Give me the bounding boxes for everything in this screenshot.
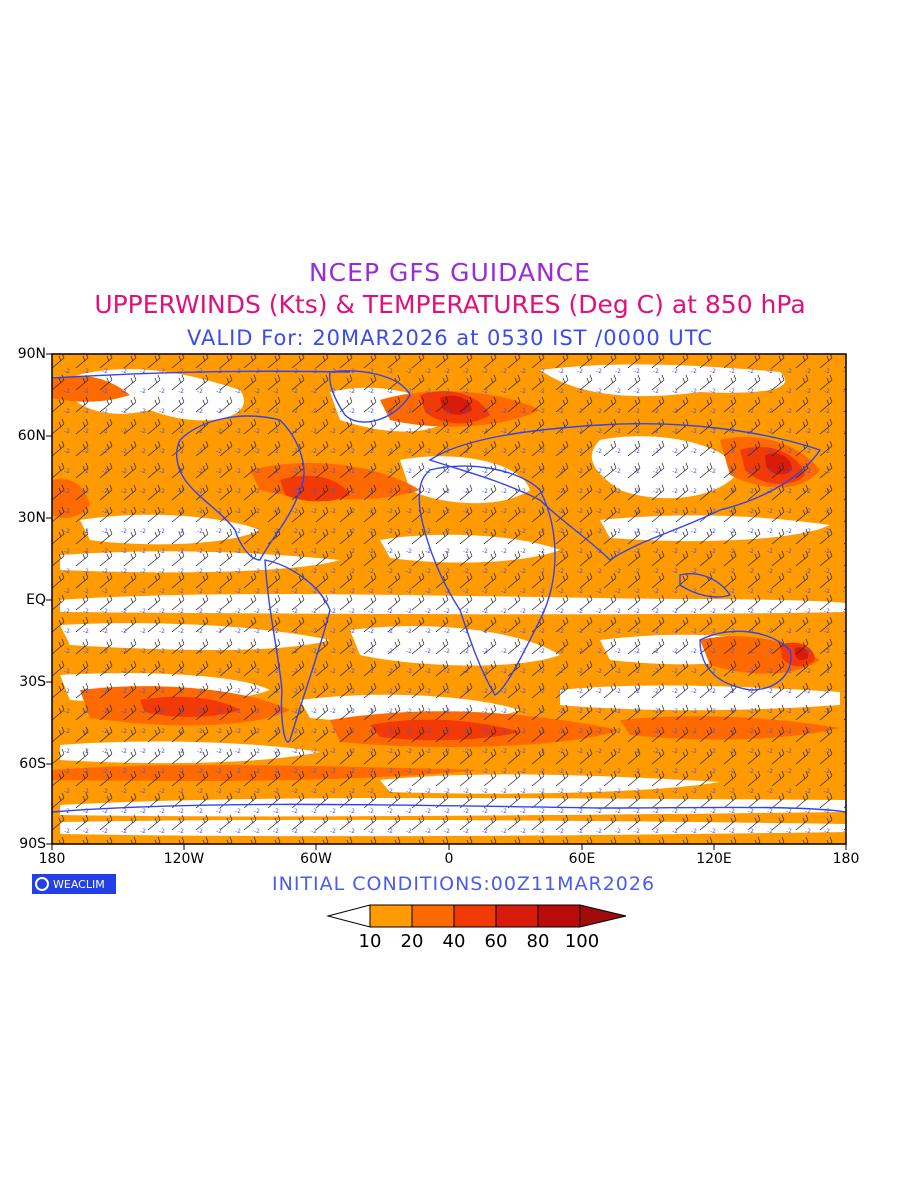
indonesia-coast <box>679 573 732 598</box>
map-figure: -2 <box>46 353 847 850</box>
colorbar-segment-below-10 <box>326 904 371 928</box>
colorbar-segment-40-60 <box>453 904 497 928</box>
lon-label-180w: 180 <box>38 851 66 867</box>
initial-conditions-label: INITIAL CONDITIONS:00Z11MAR2026 <box>272 873 656 895</box>
lat-label-30n: 30N <box>17 510 46 526</box>
temperature-labels-layer <box>52 354 846 844</box>
colorbar-tick-40: 40 <box>442 931 466 952</box>
weaclim-logo: WEACLIM <box>32 874 116 894</box>
lon-label-0: 0 <box>444 851 454 867</box>
lat-label-60n: 60N <box>17 428 46 444</box>
colorbar-tick-80: 80 <box>526 931 550 952</box>
lat-label-eq: EQ <box>26 592 46 608</box>
lon-label-60w: 60W <box>300 851 332 867</box>
title-line-3: VALID For: 20MAR2026 at 0530 IST /0000 U… <box>187 326 713 350</box>
logo-text: WEACLIM <box>53 877 105 891</box>
south-america-coast <box>264 559 331 743</box>
north-america-coast <box>176 415 305 561</box>
title-line-2: UPPERWINDS (Kts) & TEMPERATURES (Deg C) … <box>94 290 806 319</box>
lon-label-180e: 180 <box>832 851 860 867</box>
colorbar-segment-10-20 <box>369 904 413 928</box>
logo-circle-icon <box>35 877 49 891</box>
eurasia-coast <box>428 423 822 561</box>
colorbar-tick-10: 10 <box>358 931 382 952</box>
lat-label-60s: 60S <box>19 756 46 772</box>
antarctica-coast <box>52 803 846 813</box>
map-plot-area <box>52 354 846 844</box>
lat-label-90n: 90N <box>17 346 46 362</box>
colorbar-tick-60: 60 <box>484 931 508 952</box>
colorbar-segment-80-100 <box>537 904 581 928</box>
colorbar-tick-100: 100 <box>564 931 600 952</box>
colorbar-segment-20-40 <box>411 904 455 928</box>
title-line-1: NCEP GFS GUIDANCE <box>308 258 591 287</box>
colorbar-segment-above-100 <box>579 904 627 928</box>
lon-label-60e: 60E <box>568 851 596 867</box>
australia-coast <box>699 630 792 691</box>
greenland-coast <box>328 370 411 423</box>
arctic-coast-west <box>52 370 351 379</box>
coastlines <box>52 370 846 813</box>
colorbar-segment-60-80 <box>495 904 539 928</box>
lon-label-120w: 120W <box>163 851 205 867</box>
colorbar-tick-20: 20 <box>400 931 424 952</box>
colorbar <box>326 904 627 928</box>
lat-label-30s: 30S <box>19 674 46 690</box>
lon-label-120e: 120E <box>696 851 732 867</box>
lat-label-90s: 90S <box>19 836 46 852</box>
africa-coast <box>418 465 556 696</box>
axis-ticks <box>46 353 847 850</box>
